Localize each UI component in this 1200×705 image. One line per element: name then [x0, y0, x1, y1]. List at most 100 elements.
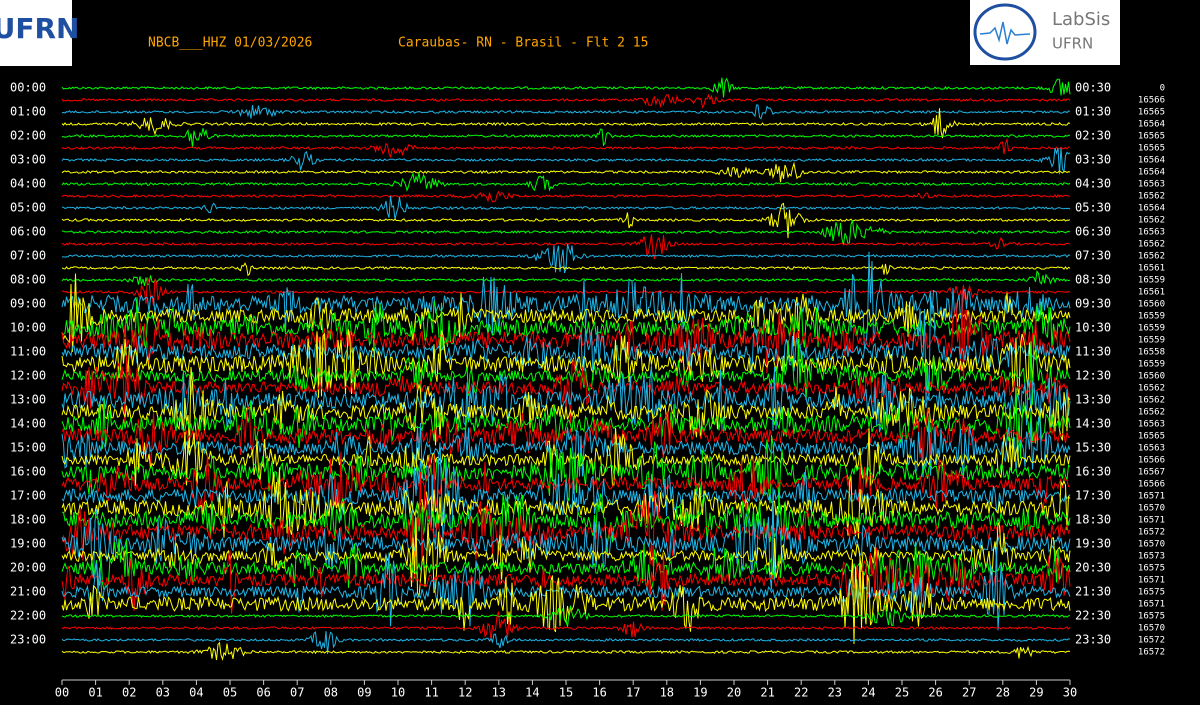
count-label: 16575: [1138, 612, 1165, 622]
count-label: 16566: [1138, 456, 1165, 466]
trace: [61, 471, 1071, 567]
hour-label: 07:00: [10, 249, 46, 263]
hour-label: 09:00: [10, 297, 46, 311]
trace: [61, 641, 1071, 661]
trace: [61, 435, 1071, 510]
count-label: 16562: [1138, 240, 1165, 250]
count-label: 16562: [1138, 252, 1165, 262]
hour-label: 12:00: [10, 369, 46, 383]
half-hour-label: 03:30: [1075, 153, 1111, 167]
trace: [61, 547, 1071, 614]
trace: [61, 262, 1071, 277]
minute-label: 03: [156, 686, 170, 700]
minute-label: 24: [861, 686, 875, 700]
count-label: 16559: [1138, 336, 1165, 346]
trace: [61, 273, 1071, 352]
trace: [62, 243, 1071, 274]
hour-label: 06:00: [10, 225, 46, 239]
count-label: 16562: [1138, 396, 1165, 406]
minute-label: 18: [660, 686, 674, 700]
count-label: 16570: [1138, 540, 1165, 550]
count-label: 16575: [1138, 564, 1165, 574]
half-hour-label: 06:30: [1075, 225, 1111, 239]
count-label: 16559: [1138, 324, 1165, 334]
station-label: NBCB___HHZ 01/03/2026: [148, 36, 312, 51]
count-label: 16562: [1138, 408, 1165, 418]
half-hour-label: 00:30: [1075, 81, 1111, 95]
minute-label: 09: [357, 686, 371, 700]
count-label: 16566: [1138, 96, 1165, 106]
trace: [61, 190, 1071, 203]
count-label: 16565: [1138, 432, 1165, 442]
half-hour-label: 15:30: [1075, 441, 1111, 455]
count-label: 16571: [1138, 492, 1165, 502]
right-logo-box: [970, 0, 1120, 65]
half-hour-label: 04:30: [1075, 177, 1111, 191]
count-label: 16566: [1138, 480, 1165, 490]
half-hour-label: 23:30: [1075, 633, 1111, 647]
minute-label: 12: [458, 686, 472, 700]
minute-label: 20: [727, 686, 741, 700]
hour-label: 23:00: [10, 633, 46, 647]
hour-label: 08:00: [10, 273, 46, 287]
count-label: 0: [1160, 84, 1165, 94]
trace: [61, 367, 1071, 449]
hour-label: 22:00: [10, 609, 46, 623]
trace: [61, 405, 1071, 469]
minute-label: 23: [828, 686, 842, 700]
left-logo: UFRN: [0, 12, 79, 45]
hour-label: 19:00: [10, 537, 46, 551]
minute-label: 27: [962, 686, 976, 700]
count-label: 16571: [1138, 516, 1165, 526]
hour-label: 04:00: [10, 177, 46, 191]
count-label: 16560: [1138, 372, 1165, 382]
count-label: 16561: [1138, 264, 1165, 274]
trace: [61, 161, 1071, 183]
minute-label: 05: [223, 686, 237, 700]
half-hour-label: 18:30: [1075, 513, 1111, 527]
trace: [61, 147, 1071, 175]
count-label: 16559: [1138, 276, 1165, 286]
count-label: 16564: [1138, 168, 1165, 178]
trace: [61, 196, 1071, 220]
count-label: 16563: [1138, 420, 1165, 430]
trace: [61, 77, 1071, 98]
hour-label: 01:00: [10, 105, 46, 119]
hour-label: 03:00: [10, 153, 46, 167]
trace: [61, 467, 1071, 539]
hour-label: 11:00: [10, 345, 46, 359]
minute-label: 30: [1063, 686, 1077, 700]
minute-label: 15: [559, 686, 573, 700]
minute-label: 22: [794, 686, 808, 700]
trace: [61, 277, 1071, 307]
hour-label: 00:00: [10, 81, 46, 95]
count-label: 16559: [1138, 360, 1165, 370]
half-hour-label: 19:30: [1075, 537, 1111, 551]
hour-label: 20:00: [10, 561, 46, 575]
right-logo-title: LabSis: [1052, 9, 1110, 30]
left-logo-box: [0, 0, 72, 66]
minute-label: 26: [928, 686, 942, 700]
count-label: 16562: [1138, 384, 1165, 394]
minute-label: 25: [895, 686, 909, 700]
trace: [61, 295, 1071, 387]
count-label: 16564: [1138, 204, 1165, 214]
trace: [61, 335, 1071, 405]
hour-label: 02:00: [10, 129, 46, 143]
trace: [61, 493, 1071, 552]
count-label: 16565: [1138, 132, 1165, 142]
trace: [61, 104, 1071, 120]
trace: [61, 365, 1071, 434]
trace: [61, 128, 1070, 148]
trace: [61, 487, 1071, 590]
trace: [61, 234, 1071, 260]
half-hour-label: 16:30: [1075, 465, 1111, 479]
trace: [61, 427, 1071, 489]
half-hour-label: 10:30: [1075, 321, 1111, 335]
minute-label: 13: [492, 686, 506, 700]
hour-label: 05:00: [10, 201, 46, 215]
hour-label: 21:00: [10, 585, 46, 599]
minute-label: 11: [424, 686, 438, 700]
trace: [61, 108, 1071, 139]
right-logo-wave: [979, 21, 1031, 45]
